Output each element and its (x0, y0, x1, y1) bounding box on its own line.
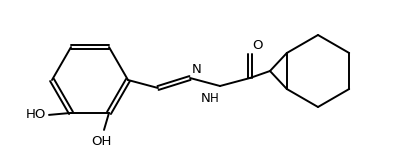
Text: HO: HO (25, 108, 46, 121)
Text: O: O (252, 39, 263, 52)
Text: N: N (192, 63, 202, 76)
Text: H: H (210, 92, 219, 105)
Text: OH: OH (91, 135, 111, 148)
Text: N: N (201, 92, 211, 105)
